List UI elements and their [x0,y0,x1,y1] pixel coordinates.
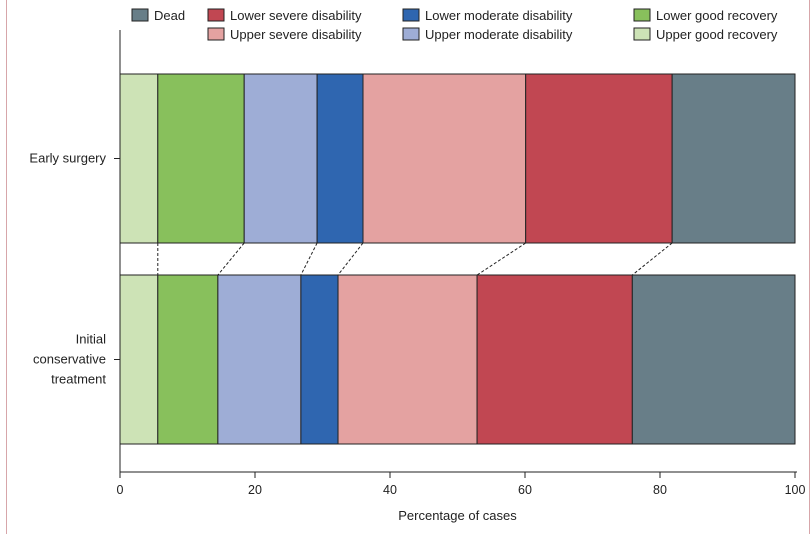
category-label-conservative: treatment [51,372,106,387]
bar-segment-early-lower-moderate-disability [316,73,364,244]
connector-line [217,242,245,276]
bars [119,73,796,445]
legend-label-upper-good-recovery: Upper good recovery [656,27,778,42]
connector-line [300,242,318,276]
connector-line [632,242,673,276]
bar-segment-conservative-upper-moderate-disability [217,274,302,445]
legend: Dead Lower severe disability Lower moderat… [131,8,778,42]
legend-swatch-lower-moderate-disability [402,8,420,22]
x-tick-label: 20 [248,483,262,497]
bar-segment-early-lower-severe-disability [525,73,673,244]
connector-line [337,242,364,276]
legend-swatch-upper-moderate-disability [402,27,420,41]
x-axis-label: Percentage of cases [398,508,517,523]
bar-segment-conservative-upper-severe-disability [337,274,478,445]
legend-label-dead: Dead [154,8,185,23]
bar-segment-early-upper-severe-disability [362,73,527,244]
legend-label-lower-good-recovery: Lower good recovery [656,8,778,23]
x-tick-label: 40 [383,483,397,497]
chart-frame: Dead Lower severe disability Lower moderat… [6,0,810,534]
x-tick-label: 60 [518,483,532,497]
legend-label-upper-severe-disability: Upper severe disability [230,27,362,42]
bar-segment-conservative-lower-severe-disability [476,274,633,445]
axes: 0 20 40 60 80 100 Early surgery Initial conserva… [29,30,805,497]
category-label-conservative: Initial [76,332,106,347]
bar-segment-conservative-upper-good-recovery [119,274,159,445]
x-tick-label: 80 [653,483,667,497]
legend-swatch-dead [131,8,149,22]
bar-segment-early-upper-moderate-disability [243,73,318,244]
bar-segment-early-lower-good-recovery [157,73,245,244]
bar-segment-conservative-lower-good-recovery [157,274,219,445]
bar-segment-early-upper-good-recovery [119,73,159,244]
legend-swatch-lower-severe-disability [207,8,225,22]
legend-swatch-upper-severe-disability [207,27,225,41]
category-label-conservative: conservative [33,352,106,367]
bar-segment-early-dead [671,73,796,244]
x-tick-label: 100 [785,483,806,497]
connector-lines [157,242,673,276]
category-label-early: Early surgery [29,151,106,166]
legend-label-lower-severe-disability: Lower severe disability [230,8,362,23]
bar-segment-conservative-lower-moderate-disability [300,274,339,445]
legend-label-upper-moderate-disability: Upper moderate disability [425,27,573,42]
legend-swatch-lower-good-recovery [633,8,651,22]
legend-label-lower-moderate-disability: Lower moderate disability [425,8,573,23]
stacked-bar-chart: Dead Lower severe disability Lower moderat… [29,8,805,523]
legend-swatch-upper-good-recovery [633,27,651,41]
x-tick-label: 0 [117,483,124,497]
bar-segment-conservative-dead [631,274,796,445]
connector-line [476,242,526,276]
